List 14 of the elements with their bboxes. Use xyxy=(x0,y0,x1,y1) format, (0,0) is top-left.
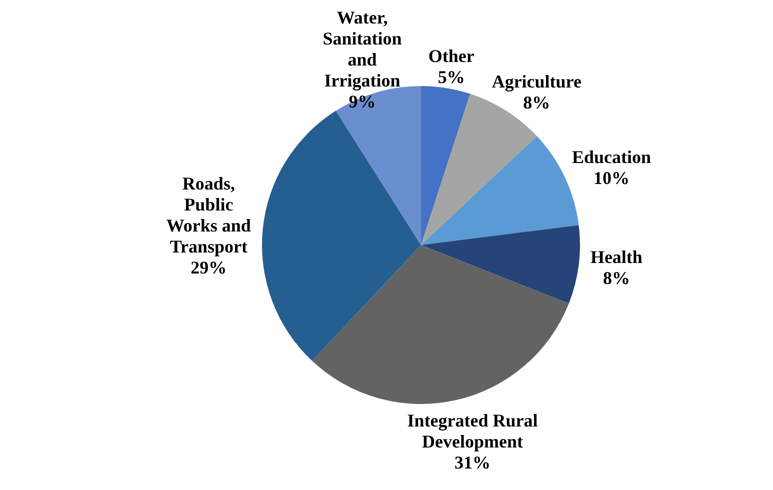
data-label: 31% xyxy=(454,452,491,472)
data-label: 5% xyxy=(438,66,465,87)
data-label: 29% xyxy=(190,258,227,278)
data-label: 9% xyxy=(348,91,376,112)
slice-label: Roads, Public Works and Transport xyxy=(166,174,251,257)
slice-label: Water, Sanitation and Irrigation xyxy=(322,7,402,90)
slice-label: Health xyxy=(590,247,642,268)
data-label: 8% xyxy=(602,268,630,288)
slice-label: Agriculture xyxy=(492,72,582,92)
data-label: 8% xyxy=(523,92,550,113)
data-label: 10% xyxy=(593,168,630,188)
slice-label: Integrated Rural Development xyxy=(407,410,538,452)
slice-label: Other xyxy=(428,46,474,66)
slice-label: Education xyxy=(572,146,651,167)
